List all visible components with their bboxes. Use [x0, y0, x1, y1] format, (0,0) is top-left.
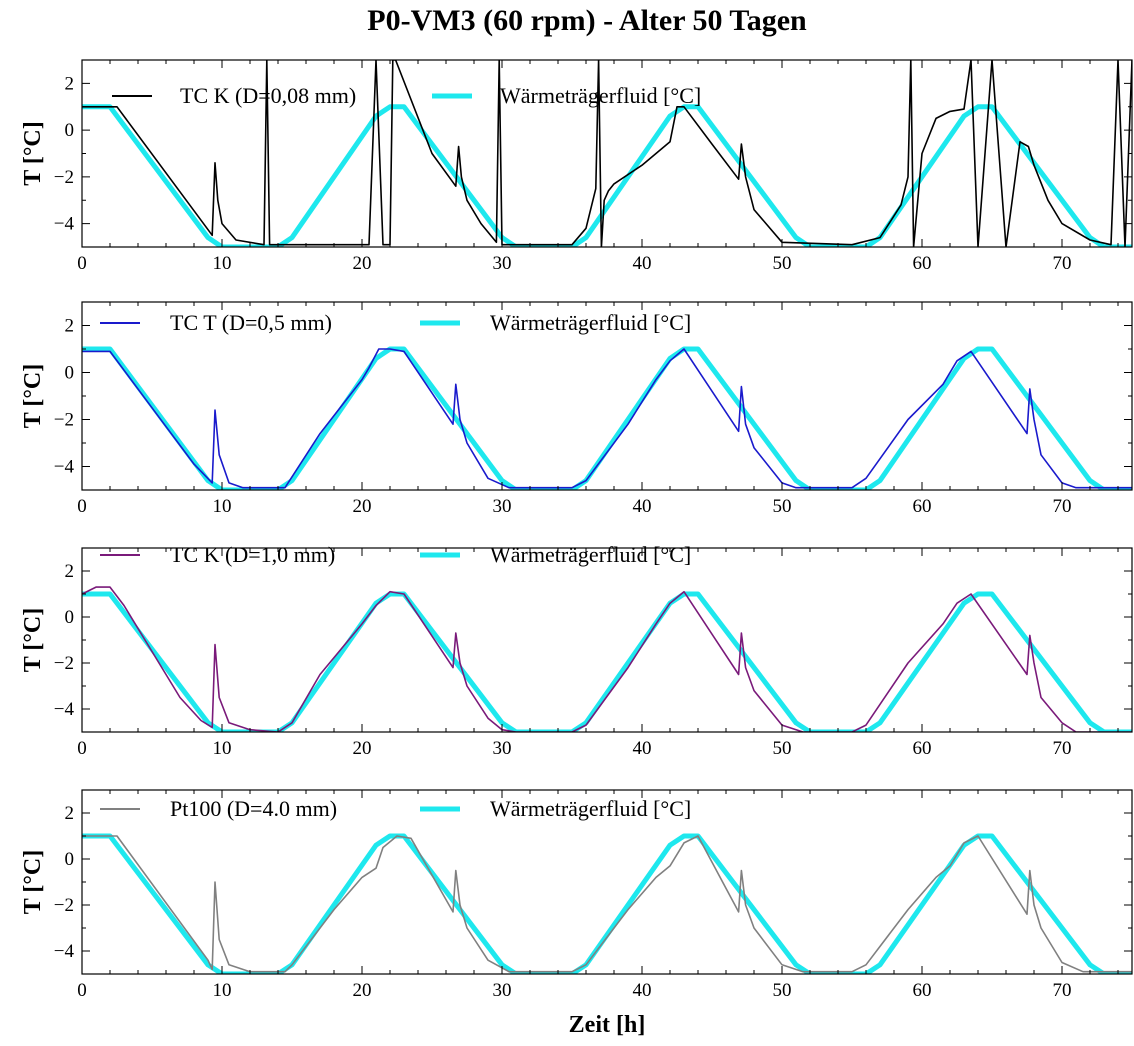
- y-axis-label: T [°C]: [20, 850, 46, 915]
- x-tick-label: 60: [913, 980, 932, 1001]
- y-tick-label: 0: [65, 607, 75, 628]
- x-axis-label: Zeit [h]: [569, 1012, 646, 1038]
- x-tick-label: 20: [353, 496, 372, 517]
- legend-label-sensor: TC T (D=0,5 mm): [170, 310, 332, 335]
- x-tick-label: 50: [773, 738, 792, 759]
- x-tick-label: 10: [213, 253, 232, 274]
- legend-label-sensor: TC K (D=0,08 mm): [180, 83, 356, 108]
- y-tick-label: −2: [54, 410, 74, 431]
- x-tick-label: 60: [913, 253, 932, 274]
- x-tick-label: 50: [773, 496, 792, 517]
- y-tick-label: −4: [54, 941, 75, 962]
- x-tick-label: 70: [1053, 980, 1072, 1001]
- legend-label-sensor: Pt100 (D=4.0 mm): [170, 796, 337, 821]
- x-tick-label: 0: [77, 253, 87, 274]
- x-tick-label: 30: [493, 738, 512, 759]
- y-axis-label: T [°C]: [20, 364, 46, 429]
- series-line-fluid: [82, 833, 1132, 974]
- y-tick-label: −4: [54, 699, 75, 720]
- y-axis-label: T [°C]: [20, 121, 46, 186]
- y-tick-label: −4: [54, 214, 75, 235]
- x-tick-label: 40: [633, 253, 652, 274]
- legend-label-fluid: Wärmeträgerfluid [°C]: [490, 310, 691, 335]
- y-tick-label: 0: [65, 120, 75, 141]
- x-tick-label: 0: [77, 738, 87, 759]
- series-line-fluid: [82, 591, 1132, 732]
- x-tick-label: 0: [77, 496, 87, 517]
- x-tick-label: 10: [213, 738, 232, 759]
- x-tick-label: 60: [913, 738, 932, 759]
- x-tick-label: 70: [1053, 738, 1072, 759]
- y-tick-label: −2: [54, 167, 74, 188]
- x-tick-label: 20: [353, 738, 372, 759]
- x-tick-label: 10: [213, 496, 232, 517]
- legend-label-sensor: TC K (D=1,0 mm): [170, 542, 335, 567]
- x-tick-label: 50: [773, 980, 792, 1001]
- x-tick-label: 0: [77, 980, 87, 1001]
- x-tick-label: 40: [633, 738, 652, 759]
- y-tick-label: 0: [65, 849, 75, 870]
- series-line-sensor: [82, 60, 1132, 247]
- y-tick-label: 0: [65, 363, 75, 384]
- legend: TC T (D=0,5 mm) Wärmeträgerfluid [°C]: [100, 310, 691, 335]
- x-tick-label: 30: [493, 496, 512, 517]
- series-line-fluid: [82, 346, 1132, 490]
- x-tick-label: 20: [353, 980, 372, 1001]
- legend: TC K (D=1,0 mm) Wärmeträgerfluid [°C]: [100, 542, 691, 567]
- x-tick-label: 40: [633, 496, 652, 517]
- series-line-sensor: [82, 348, 1132, 489]
- series-line-sensor: [82, 835, 1132, 973]
- x-tick-label: 40: [633, 980, 652, 1001]
- y-tick-label: 2: [65, 803, 75, 824]
- x-tick-label: 30: [493, 253, 512, 274]
- y-tick-label: −4: [54, 457, 75, 478]
- legend-label-fluid: Wärmeträgerfluid [°C]: [490, 796, 691, 821]
- x-tick-label: 70: [1053, 253, 1072, 274]
- x-tick-label: 20: [353, 253, 372, 274]
- x-tick-label: 10: [213, 980, 232, 1001]
- x-tick-label: 50: [773, 253, 792, 274]
- plot-frame: [81, 547, 1133, 733]
- series-line-fluid: [82, 104, 1132, 247]
- x-tick-label: 70: [1053, 496, 1072, 517]
- legend-label-fluid: Wärmeträgerfluid [°C]: [500, 83, 701, 108]
- x-tick-label: 60: [913, 496, 932, 517]
- x-tick-label: 30: [493, 980, 512, 1001]
- chart-title: P0-VM3 (60 rpm) - Alter 50 Tagen: [367, 4, 807, 37]
- y-tick-label: 2: [65, 561, 75, 582]
- legend-label-fluid: Wärmeträgerfluid [°C]: [490, 542, 691, 567]
- y-tick-label: −2: [54, 895, 74, 916]
- y-tick-label: −2: [54, 653, 74, 674]
- y-tick-label: 2: [65, 73, 75, 94]
- y-tick-label: 2: [65, 316, 75, 337]
- series-line-sensor: [82, 586, 1132, 732]
- legend: Pt100 (D=4.0 mm) Wärmeträgerfluid [°C]: [100, 796, 691, 821]
- legend: TC K (D=0,08 mm) Wärmeträgerfluid [°C]: [112, 83, 701, 108]
- y-axis-label: T [°C]: [20, 608, 46, 673]
